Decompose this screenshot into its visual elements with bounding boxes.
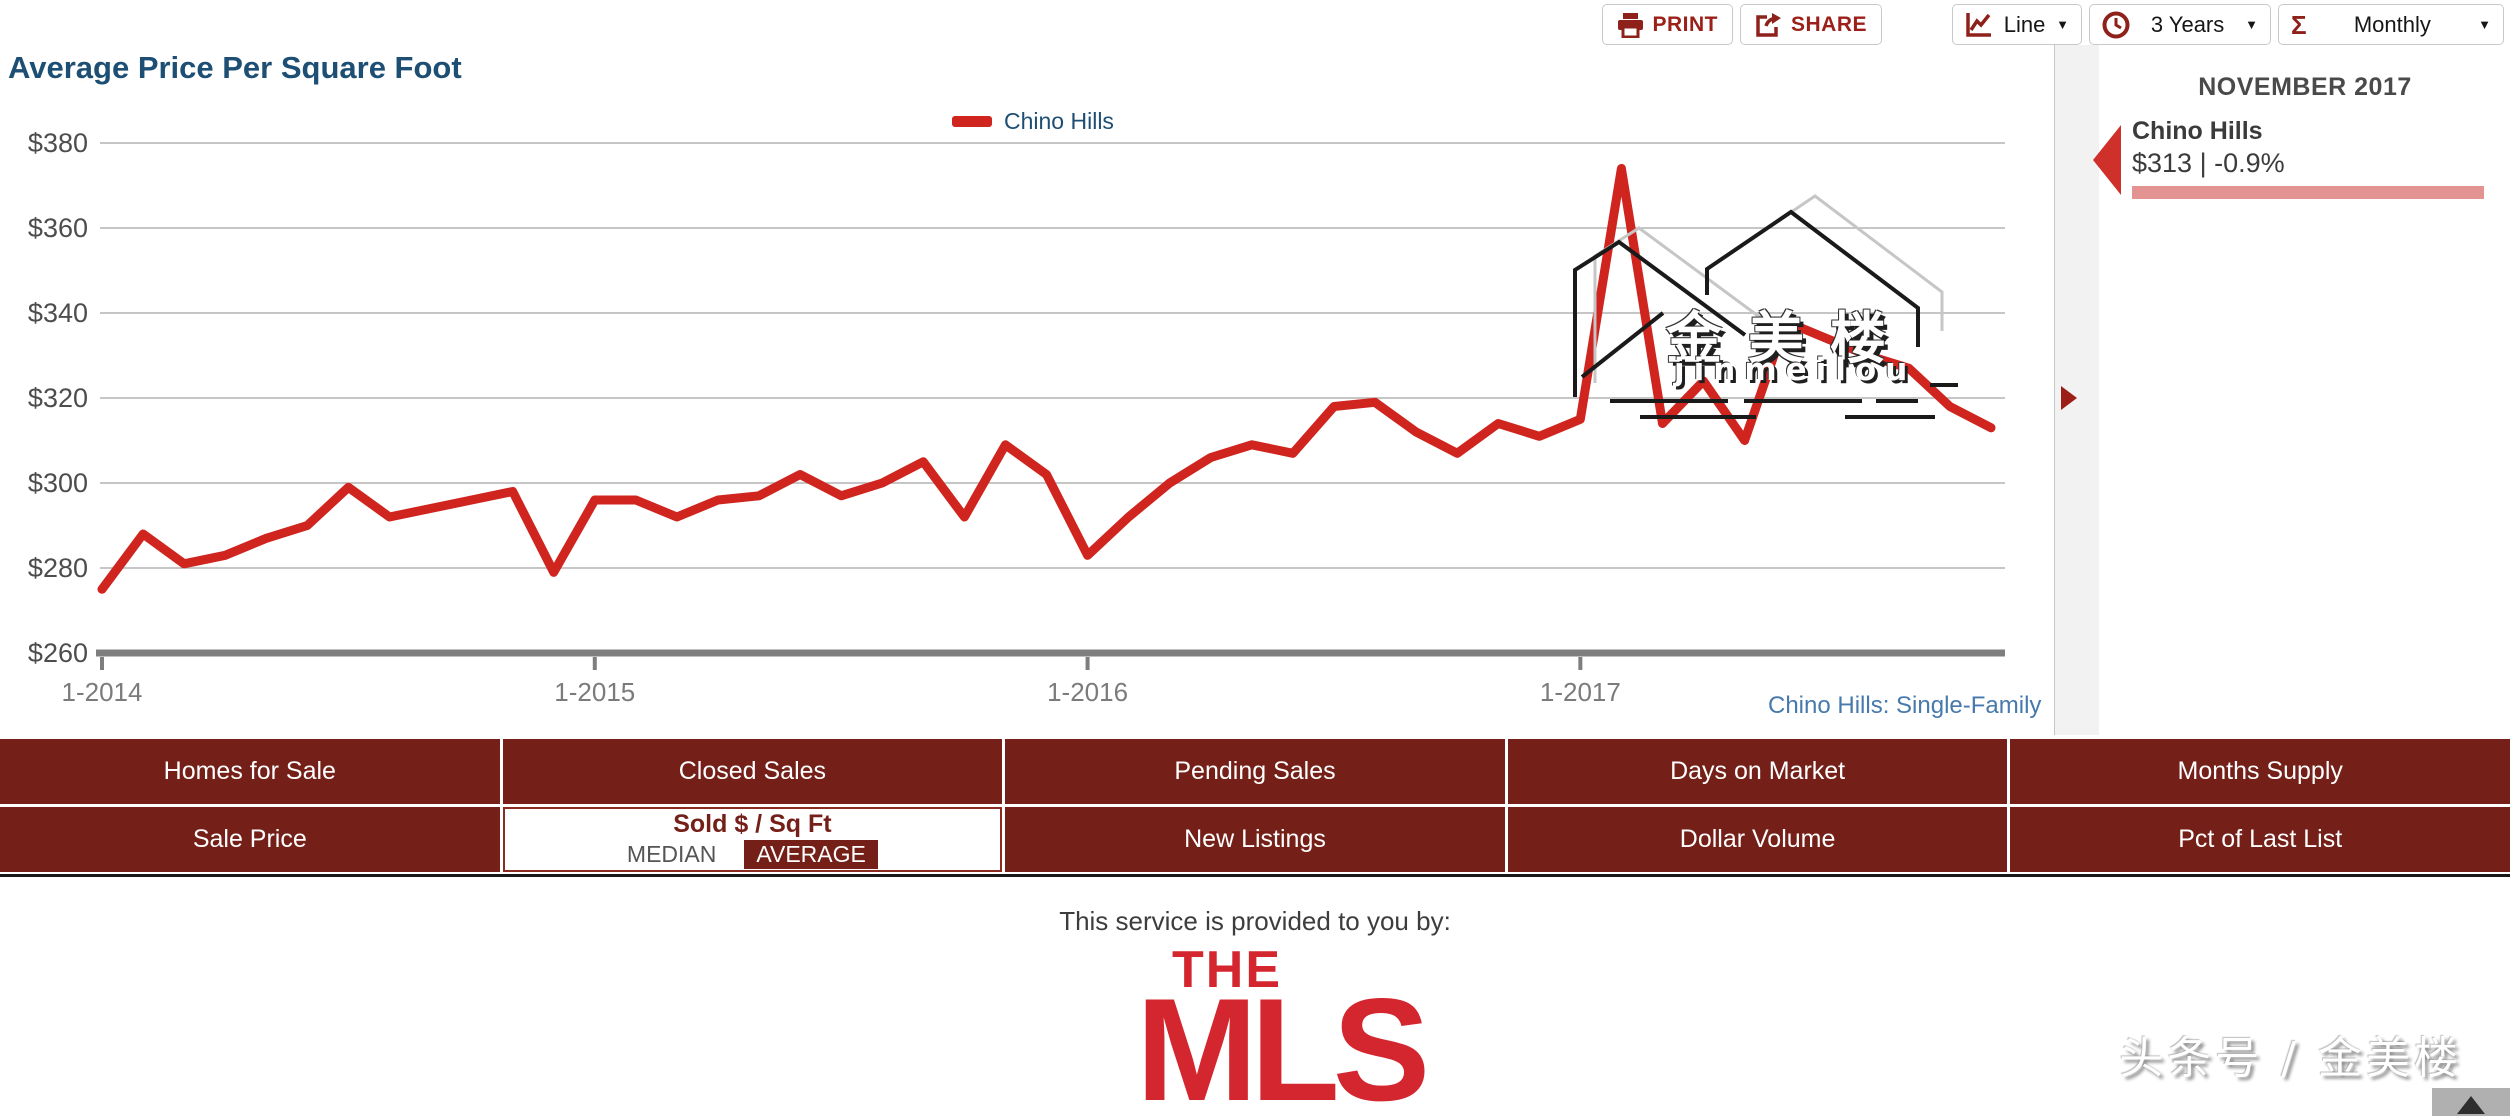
- left-arrow-icon: [2093, 125, 2121, 195]
- svg-text:$260: $260: [28, 638, 88, 668]
- panel-period: NOVEMBER 2017: [2198, 73, 2412, 101]
- metric-months-supply[interactable]: Months Supply: [2010, 739, 2510, 804]
- print-label: PRINT: [1652, 12, 1718, 36]
- watermark-cjk: 金美楼: [1666, 307, 1912, 372]
- svg-text:$360: $360: [28, 213, 88, 243]
- panel-expander-arrow-icon[interactable]: [2061, 386, 2077, 410]
- svg-text:1-2016: 1-2016: [1047, 677, 1128, 707]
- printer-icon: [1617, 12, 1644, 38]
- line-chart-icon: [1965, 11, 1993, 38]
- panel-value: $313 | -0.9%: [2132, 148, 2285, 178]
- chevron-down-icon: ▼: [2245, 17, 2258, 32]
- logo-the-text: THE: [1172, 941, 1282, 999]
- chevron-down-icon: ▼: [2478, 17, 2491, 32]
- share-label: SHARE: [1790, 12, 1867, 36]
- the-mls-logo: THE MLS ™: [1136, 941, 1430, 1116]
- scroll-top-button[interactable]: [2432, 1088, 2510, 1116]
- share-icon: [1755, 12, 1783, 38]
- metric-nav: Homes for Sale Closed Sales Pending Sale…: [0, 739, 2510, 872]
- svg-text:$320: $320: [28, 383, 88, 413]
- provided-by-text: This service is provided to you by:: [1059, 906, 1451, 936]
- up-arrow-icon: [2457, 1096, 2485, 1114]
- metric-sold-per-sqft-active[interactable]: Sold $ / Sq Ft MEDIAN AVERAGE: [502, 807, 1003, 872]
- metric-sale-price[interactable]: Sale Price: [0, 807, 500, 872]
- active-metric-title: Sold $ / Sq Ft: [673, 810, 832, 838]
- toolbar-spacer: [1889, 4, 1945, 45]
- chevron-down-icon: ▼: [2056, 17, 2069, 32]
- time-range-value: 3 Years: [2150, 11, 2225, 37]
- chart-type-dropdown[interactable]: Line ▼: [1952, 4, 2082, 45]
- legend-swatch-icon: [952, 116, 992, 127]
- price-line-chart: $380 $360 $340 $320 $300 $280 $260 1-2014 1-2015…: [28, 128, 2005, 707]
- logo-trademark: ™: [1370, 1002, 1390, 1024]
- clock-icon: [2102, 11, 2130, 39]
- toolbar: PRINT SHARE Line ▼: [1602, 4, 2504, 45]
- panel-series-name: Chino Hills: [2132, 117, 2263, 145]
- series-detail-link[interactable]: Chino Hills: Single-Family: [1768, 692, 2042, 719]
- divider-rule: [0, 874, 2510, 877]
- panel-gutter: [2054, 45, 2099, 735]
- svg-text:$340: $340: [28, 298, 88, 328]
- metric-new-listings[interactable]: New Listings: [1005, 807, 1505, 872]
- average-toggle-selected[interactable]: AVERAGE: [744, 840, 878, 869]
- aggregation-value: Monthly: [2353, 11, 2431, 37]
- chart-type-value: Line: [2003, 11, 2046, 37]
- legend-label: Chino Hills: [1004, 108, 1114, 134]
- metric-dollar-volume[interactable]: Dollar Volume: [1507, 807, 2008, 872]
- sigma-icon: Σ: [2291, 9, 2307, 40]
- metric-days-on-market[interactable]: Days on Market: [1507, 739, 2008, 804]
- watermark-latin: jinmeilou: [1674, 352, 1917, 388]
- svg-text:1-2017: 1-2017: [1540, 677, 1621, 707]
- svg-text:1-2014: 1-2014: [62, 677, 143, 707]
- page-watermark: 头条号 / 金美楼: [2119, 1033, 2462, 1084]
- metric-stat-toggle: MEDIAN AVERAGE: [627, 840, 878, 869]
- metric-homes-for-sale[interactable]: Homes for Sale: [0, 739, 500, 804]
- svg-text:1-2015: 1-2015: [554, 677, 635, 707]
- current-value-panel: NOVEMBER 2017 Chino Hills $313 | -0.9%: [2093, 45, 2510, 735]
- page-title: Average Price Per Square Foot: [8, 50, 462, 85]
- metric-closed-sales[interactable]: Closed Sales: [502, 739, 1003, 804]
- metric-pct-of-last-list[interactable]: Pct of Last List: [2010, 807, 2510, 872]
- svg-text:$300: $300: [28, 468, 88, 498]
- chart-legend: Chino Hills: [952, 108, 1114, 135]
- aggregation-dropdown[interactable]: Σ Monthly ▼: [2278, 4, 2504, 45]
- time-range-dropdown[interactable]: 3 Years ▼: [2089, 4, 2271, 45]
- svg-text:$380: $380: [28, 128, 88, 158]
- share-button[interactable]: SHARE: [1739, 4, 1882, 45]
- logo-mls-text: MLS: [1136, 968, 1430, 1116]
- panel-value-bar: [2132, 186, 2484, 199]
- median-toggle[interactable]: MEDIAN: [626, 841, 717, 867]
- svg-text:$280: $280: [28, 553, 88, 583]
- metric-pending-sales[interactable]: Pending Sales: [1005, 739, 1505, 804]
- print-button[interactable]: PRINT: [1602, 4, 1733, 45]
